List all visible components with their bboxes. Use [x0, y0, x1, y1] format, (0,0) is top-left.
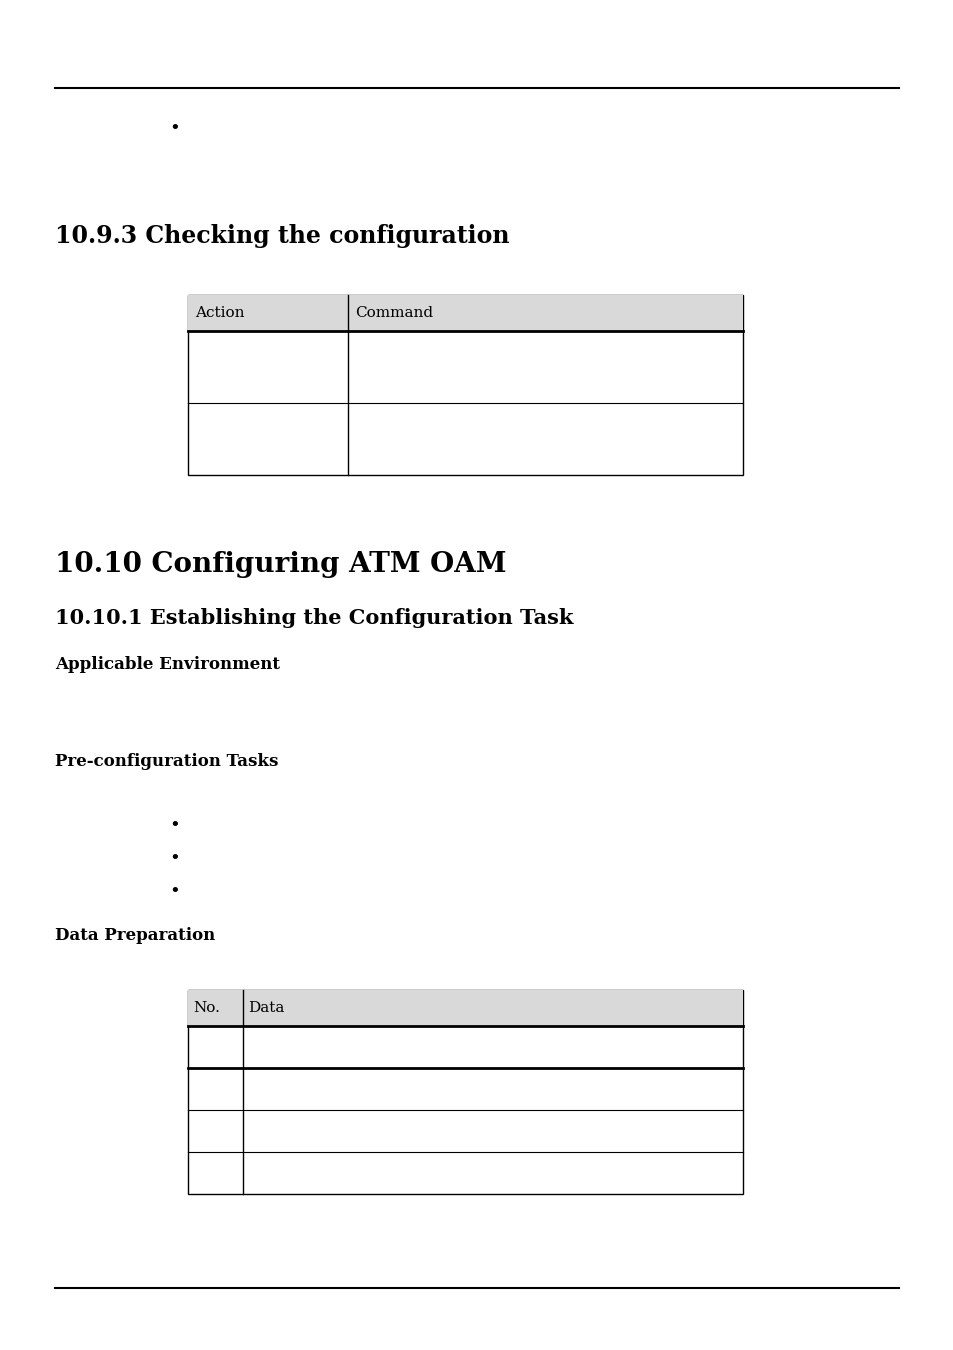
Text: Applicable Environment: Applicable Environment: [55, 656, 280, 674]
Text: Action: Action: [194, 306, 244, 320]
Text: 10.10.1 Establishing the Configuration Task: 10.10.1 Establishing the Configuration T…: [55, 608, 573, 628]
Text: Pre-configuration Tasks: Pre-configuration Tasks: [55, 753, 278, 771]
Text: 10.10 Configuring ATM OAM: 10.10 Configuring ATM OAM: [55, 552, 506, 579]
Text: Command: Command: [355, 306, 433, 320]
Text: •: •: [170, 119, 180, 136]
Text: No.: No.: [193, 1000, 219, 1015]
Text: •: •: [170, 882, 180, 900]
Text: •: •: [170, 815, 180, 834]
Text: Data Preparation: Data Preparation: [55, 927, 215, 945]
Bar: [188, 990, 742, 1026]
Text: •: •: [170, 849, 180, 867]
Text: 10.9.3 Checking the configuration: 10.9.3 Checking the configuration: [55, 224, 509, 248]
Bar: [188, 296, 742, 475]
Bar: [188, 296, 742, 331]
Bar: [188, 990, 742, 1193]
Text: Data: Data: [248, 1000, 284, 1015]
